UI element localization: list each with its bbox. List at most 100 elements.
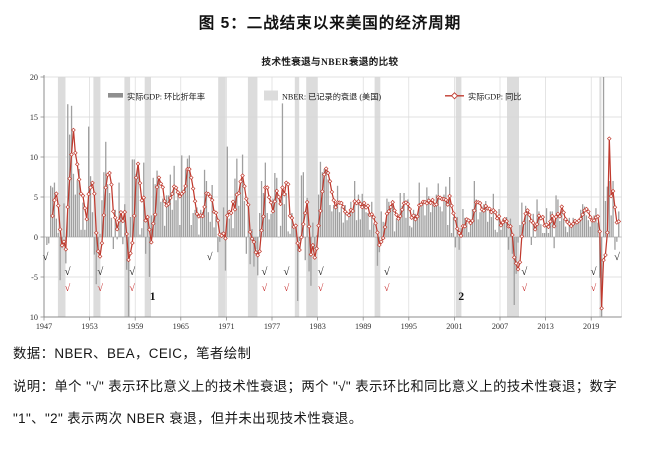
yoy-marker [112,215,118,220]
yoy-marker [470,218,475,224]
gdp-qoq-bar [48,237,50,244]
gdp-qoq-bar [268,219,270,237]
gdp-qoq-bar [365,212,367,237]
yoy-marker [249,236,255,242]
yoy-marker [394,212,399,217]
yoy-marker [285,182,291,187]
gdp-qoq-bar [511,237,513,254]
yoy-marker [411,213,416,218]
gdp-qoq-bar [331,211,333,237]
gdp-qoq-bar [513,237,515,305]
checkmark-yoy: √ [65,283,71,294]
yoy-marker [570,221,576,227]
checkmark-qoq: √ [97,266,104,278]
economic-cycle-chart: 技术性衰退与NBER衰退的比较 √ √ √√√√√√√√√√√√√√√√√√√1 2 … [30,56,622,331]
gdp-qoq-bar [107,184,109,237]
gdp-qoq-bar [380,211,382,237]
yoy-marker [333,204,338,210]
gdp-qoq-bar [298,237,301,241]
yoy-marker [500,220,506,225]
gdp-qoq-bar [133,159,135,237]
yoy-marker [73,150,78,156]
chart-subtitle: 技术性衰退与NBER衰退的比较 [262,56,399,68]
yoy-marker [308,252,314,257]
gdp-qoq-bar [110,217,113,237]
gdp-qoq-bar [526,212,529,237]
yoy-marker [320,189,325,194]
yoy-marker [375,230,380,235]
yoy-marker [453,216,458,222]
gdp-qoq-bar [84,229,86,237]
gdp-qoq-bar [291,213,293,237]
gdp-qoq-bar [616,237,618,242]
gdp-qoq-bar [283,204,285,237]
yoy-marker [397,213,403,219]
gdp-qoq-bar [397,221,399,237]
gdp-qoq-bar [126,237,128,270]
yoy-marker [498,222,504,228]
yoy-marker [527,212,532,218]
gdp-qoq-bar [492,193,494,237]
yoy-marker [253,250,259,255]
gdp-qoq-bar [593,215,595,237]
yoy-marker [240,173,245,178]
yoy-marker [270,208,276,214]
yoy-marker [517,259,523,265]
gdp-qoq-bar [551,211,553,237]
yoy-marker [145,214,150,220]
gdp-qoq-bar [517,237,519,243]
yoy-marker [236,190,242,196]
yoy-marker [181,189,186,195]
yoy-marker [116,218,122,223]
yoy-marker [413,216,418,222]
gdp-qoq-bar [82,202,84,237]
gdp-qoq-bar [139,234,141,237]
gdp-qoq-bar [86,213,88,237]
gdp-qoq-bar [405,217,407,237]
yoy-marker [147,227,152,233]
gdp-qoq-bar [260,181,263,237]
yoy-marker [508,224,513,229]
yoy-marker [386,208,392,214]
gdp-qoq-bar [135,173,137,237]
yoy-marker [606,136,612,141]
yoy-marker [477,200,483,206]
gdp-qoq-bar [608,181,610,237]
gdp-qoq-bar [297,237,299,301]
gdp-qoq-bar [209,221,211,237]
yoy-marker [525,208,530,213]
yoy-marker [61,239,67,244]
yoy-marker [135,161,141,167]
gdp-qoq-bar [487,221,489,237]
checkmark-yoy: √ [97,283,103,294]
yoy-marker [150,221,156,226]
yoy-marker [340,204,346,210]
gdp-qoq-bar [450,233,453,237]
gdp-qoq-bar [392,203,394,237]
gdp-qoq-bar [188,155,190,237]
yoy-marker [557,213,563,219]
gdp-qoq-bar [63,203,65,237]
yoy-marker [378,239,384,245]
yoy-marker [111,209,116,214]
gdp-qoq-bar [306,197,308,237]
checkmark-qoq: √ [384,266,391,278]
gdp-qoq-bar [530,237,532,245]
gdp-qoq-bar [150,215,152,237]
yoy-marker [380,235,386,241]
gdp-qoq-bar [177,193,179,237]
gdp-qoq-bar [112,237,114,249]
yoy-marker [272,199,278,204]
y-tick-label: 20 [30,73,38,82]
yoy-marker [430,197,435,203]
gdp-qoq-bar [525,205,527,237]
gdp-qoq-bar [276,177,278,237]
yoy-marker [166,201,171,207]
gdp-qoq-bar [407,199,409,237]
gdp-qoq-bar [300,175,303,237]
yoy-marker [449,203,454,209]
gdp-qoq-bar [547,233,550,237]
yoy-marker [382,224,388,230]
gdp-qoq-bar [428,196,430,237]
y-tick-label: 10 [30,313,38,322]
